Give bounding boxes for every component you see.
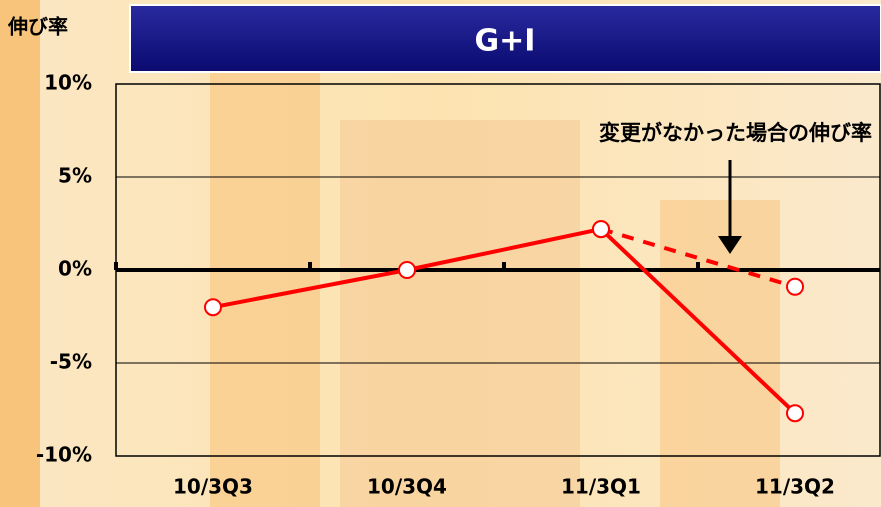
point [204,298,222,317]
point [786,404,804,423]
y-axis-label: 伸び率 [7,15,68,39]
y-tick-label: -5% [50,350,92,374]
x-tick-label: 11/3Q2 [755,475,835,499]
series-line [212,226,797,415]
decoration [660,200,780,507]
point [592,220,610,239]
title-bar [129,4,881,73]
x-tick-label: 11/3Q1 [561,475,641,499]
decoration [0,0,40,507]
y-tick-label: 5% [58,164,92,188]
y-tick-label: 0% [58,257,92,281]
annotation-arrow-head [718,236,742,254]
decoration [210,60,320,507]
annotation: 変更がなかった場合の伸び率 [599,121,872,145]
x-tick-label: 10/3Q4 [367,475,447,499]
y-tick-label: -10% [36,443,92,467]
decoration [340,120,580,507]
series-line [600,227,796,289]
point [786,277,804,296]
chart-title: G+I [475,24,536,59]
x-tick-label: 10/3Q3 [173,475,253,499]
y-tick-label: 10% [44,71,92,95]
point [398,261,416,279]
